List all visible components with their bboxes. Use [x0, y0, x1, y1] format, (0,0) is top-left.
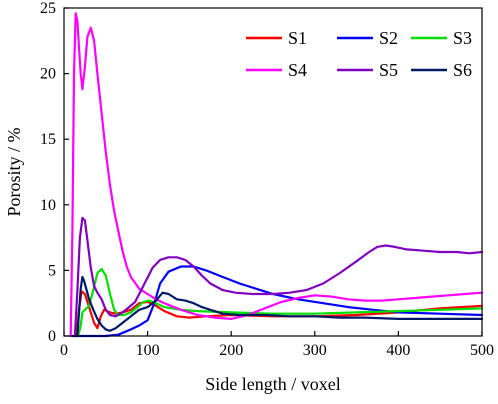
x-tick-label: 100 — [136, 342, 160, 359]
series-line-s4 — [69, 12, 484, 338]
x-tick-label: 500 — [470, 342, 494, 359]
legend-label-s6: S6 — [453, 60, 472, 80]
legend-label-s1: S1 — [288, 28, 307, 48]
y-tick-label: 20 — [40, 66, 56, 83]
x-tick-label: 0 — [60, 342, 68, 359]
legend-label-s4: S4 — [288, 60, 307, 80]
x-tick-label: 300 — [303, 342, 327, 359]
y-axis-title: Porosity / % — [4, 127, 24, 216]
y-tick-label: 10 — [40, 197, 56, 214]
legend-label-s2: S2 — [379, 28, 398, 48]
plot-series — [69, 12, 484, 338]
x-tick-label: 200 — [219, 342, 243, 359]
x-axis: 0 100 200 300 400 500 — [60, 331, 494, 359]
series-line-s2 — [71, 265, 484, 338]
y-tick-label: 5 — [48, 262, 56, 279]
legend: S1 S2 S3 S4 S5 S6 — [246, 28, 472, 80]
series-line-s5 — [73, 216, 484, 338]
legend-label-s5: S5 — [379, 60, 398, 80]
y-axis: 0 5 10 15 20 25 — [40, 0, 69, 345]
series-line-s6 — [76, 275, 484, 338]
y-tick-label: 15 — [40, 131, 56, 148]
y-tick-label: 0 — [48, 328, 56, 345]
x-tick-label: 400 — [386, 342, 410, 359]
y-tick-label: 25 — [40, 0, 56, 17]
plot-frame — [63, 7, 483, 337]
series-line-s3 — [77, 268, 484, 338]
x-axis-title: Side length / voxel — [205, 374, 340, 394]
legend-label-s3: S3 — [453, 28, 472, 48]
